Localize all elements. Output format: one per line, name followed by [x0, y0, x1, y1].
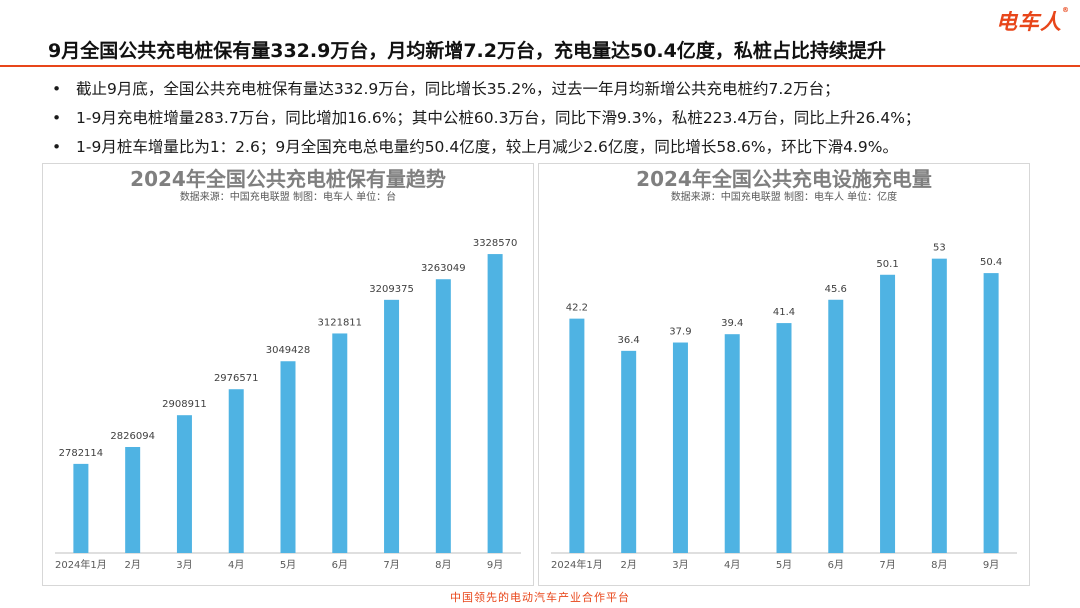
- x-tick-label: 2024年1月: [551, 558, 603, 571]
- bar: [724, 334, 740, 553]
- bar: [621, 350, 637, 553]
- bar: [672, 342, 688, 553]
- key-points-list: 截止9月底，全国公共充电桩保有量达332.9万台，同比增长35.2%，过去一年月…: [48, 75, 920, 162]
- x-tick-label: 7月: [879, 559, 895, 571]
- data-label: 42.2: [566, 303, 588, 314]
- x-tick-label: 8月: [931, 559, 947, 571]
- x-tick-label: 3月: [176, 559, 192, 571]
- data-label: 3209375: [369, 284, 414, 295]
- bar: [487, 254, 503, 553]
- page-title: 9月全国公共充电桩保有量332.9万台，月均新增7.2万台，充电量达50.4亿度…: [48, 40, 886, 62]
- data-label: 2976571: [214, 373, 259, 384]
- chart-subtitle: 数据来源：中国充电联盟 制图：电车人 单位：亿度: [671, 190, 897, 203]
- chart-title: 2024年全国公共充电设施充电量: [636, 167, 932, 191]
- data-label: 2826094: [110, 431, 155, 442]
- bar: [435, 279, 451, 553]
- x-tick-label: 4月: [228, 559, 244, 571]
- bar: [776, 323, 792, 553]
- title-divider: [0, 65, 1080, 67]
- x-tick-label: 9月: [487, 559, 503, 571]
- bar: [176, 415, 192, 553]
- x-tick-label: 5月: [280, 559, 296, 571]
- bar: [125, 446, 141, 553]
- data-label: 41.4: [773, 307, 795, 318]
- footer-slogan: 中国领先的电动汽车产业合作平台: [450, 591, 630, 604]
- brand-logo: 电车人®: [996, 6, 1070, 34]
- bar: [569, 318, 585, 553]
- x-tick-label: 2月: [124, 559, 140, 571]
- key-point: 1-9月充电桩增量283.7万台，同比增加16.6%；其中公桩60.3万台，同比…: [48, 104, 920, 133]
- charger-stock-chart-panel: 2024年全国公共充电桩保有量趋势 数据来源：中国充电联盟 制图：电车人 单位：…: [42, 163, 534, 586]
- key-point: 1-9月桩车增量比为1：2.6；9月全国充电总电量约50.4亿度，较上月减少2.…: [48, 133, 920, 162]
- key-point: 截止9月底，全国公共充电桩保有量达332.9万台，同比增长35.2%，过去一年月…: [48, 75, 920, 104]
- x-tick-label: 9月: [983, 559, 999, 571]
- bar: [73, 463, 89, 553]
- bar: [931, 258, 947, 553]
- data-label: 2908911: [162, 399, 207, 410]
- data-label: 36.4: [618, 335, 640, 346]
- data-label: 3263049: [421, 263, 466, 274]
- data-label: 39.4: [721, 318, 743, 329]
- x-tick-label: 7月: [383, 559, 399, 571]
- x-tick-label: 8月: [435, 559, 451, 571]
- chart-title: 2024年全国公共充电桩保有量趋势: [130, 167, 446, 191]
- bar: [983, 273, 999, 553]
- data-label: 3328570: [473, 238, 518, 249]
- bar: [880, 274, 896, 553]
- bar: [828, 299, 844, 553]
- data-label: 50.1: [876, 259, 898, 270]
- x-tick-label: 6月: [828, 559, 844, 571]
- data-label: 53: [933, 243, 946, 254]
- chart-subtitle: 数据来源：中国充电联盟 制图：电车人 单位：台: [180, 190, 396, 203]
- charging-volume-chart-panel: 2024年全国公共充电设施充电量 数据来源：中国充电联盟 制图：电车人 单位：亿…: [538, 163, 1030, 586]
- data-label: 37.9: [669, 327, 691, 338]
- x-tick-label: 5月: [776, 559, 792, 571]
- x-tick-label: 2月: [620, 559, 636, 571]
- x-tick-label: 3月: [672, 559, 688, 571]
- charging-volume-chart: 2024年全国公共充电设施充电量 数据来源：中国充电联盟 制图：电车人 单位：亿…: [551, 167, 1017, 571]
- x-tick-label: 6月: [332, 559, 348, 571]
- data-label: 2782114: [59, 448, 104, 459]
- bar: [332, 333, 348, 553]
- bar: [280, 361, 296, 553]
- data-label: 3049428: [266, 345, 311, 356]
- data-label: 3121811: [318, 317, 363, 328]
- bar: [228, 389, 244, 553]
- x-tick-label: 4月: [724, 559, 740, 571]
- bar: [384, 299, 400, 553]
- x-tick-label: 2024年1月: [55, 558, 107, 571]
- data-label: 45.6: [825, 284, 847, 295]
- charger-stock-chart: 2024年全国公共充电桩保有量趋势 数据来源：中国充电联盟 制图：电车人 单位：…: [55, 167, 521, 571]
- data-label: 50.4: [980, 257, 1002, 268]
